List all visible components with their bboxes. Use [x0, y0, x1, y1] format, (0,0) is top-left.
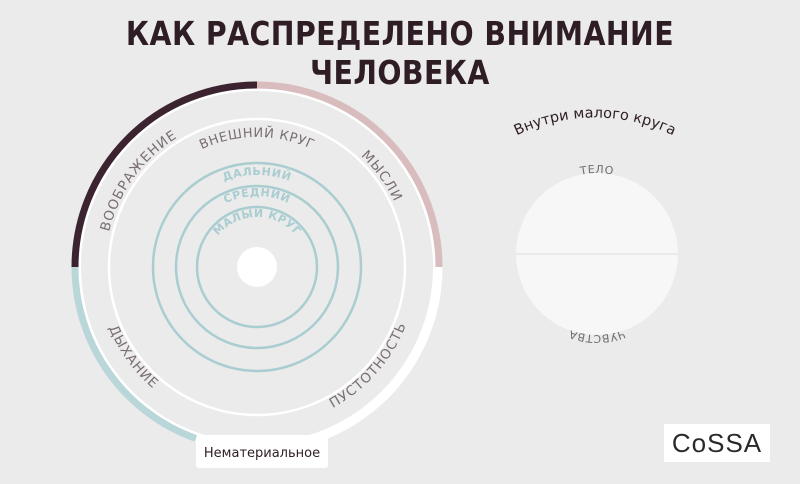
far-circle: [151, 161, 363, 373]
cossa-logo: CoSSA: [664, 424, 770, 462]
page-title: КАК РАСПРЕДЕЛЕНО ВНИМАНИЕ ЧЕЛОВЕКА: [125, 14, 675, 92]
label-far: ДАЛЬНИЙ: [221, 165, 293, 184]
immaterial-badge: [196, 435, 328, 468]
outer-circle: [107, 117, 407, 417]
ring-segment-imagination: [71, 81, 258, 268]
label-body: ТЕЛО: [578, 163, 615, 178]
small-circle-title: Внутри малого круга: [512, 105, 679, 139]
center-dot: [237, 247, 277, 287]
immaterial-label: Нематериальное: [204, 446, 320, 461]
label-feelings: ЧУВСТВА: [567, 327, 627, 345]
ring-segment-thoughts: [256, 81, 443, 268]
middle-circle: [174, 184, 340, 350]
label-middle: СРЕДНИЙ: [222, 186, 293, 206]
ring-segment-emptiness: [71, 266, 198, 442]
small-circle: [195, 205, 319, 329]
